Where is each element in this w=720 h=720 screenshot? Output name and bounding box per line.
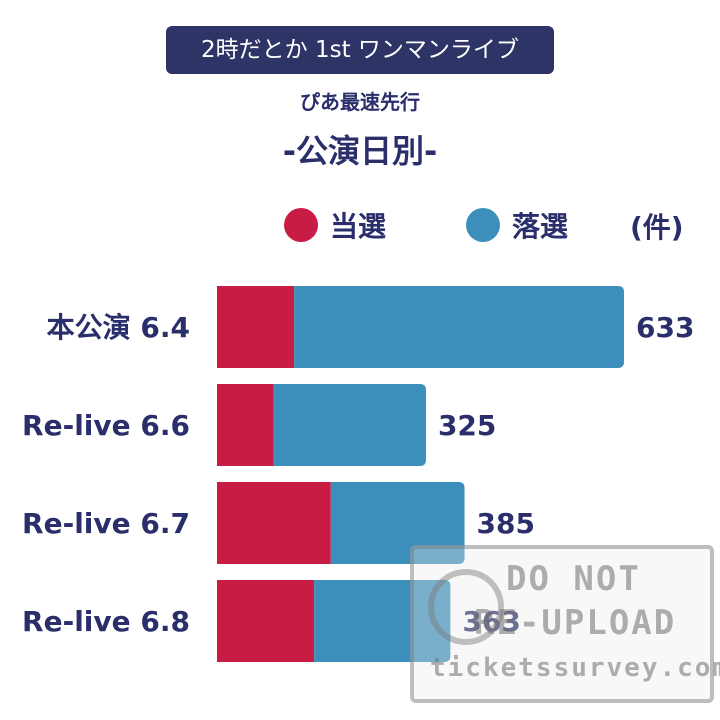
watermark-circle-icon — [428, 569, 504, 645]
total-value-label: 385 — [477, 507, 535, 540]
bar-row-1: 本公演 6.4 633 — [47, 286, 694, 368]
bar-row-4: Re-live 6.8 363 — [22, 580, 521, 662]
legend-item-lost: 落選 — [466, 205, 568, 245]
bar-segment-won — [217, 482, 331, 564]
category-label: Re-live 6.6 — [22, 409, 190, 442]
bar-segment-lost — [314, 580, 451, 662]
bar-segment-won — [217, 384, 274, 466]
watermark-stamp: DO NOT RE-UPLOAD ticketssurvey.com — [410, 545, 720, 703]
legend-label-lost: 落選 — [512, 210, 569, 243]
category-label: Re-live 6.7 — [22, 507, 190, 540]
bar-segment-won — [217, 580, 315, 662]
legend-label-won: 当選 — [330, 210, 387, 243]
unit-label: (件) — [630, 211, 684, 244]
category-label: Re-live 6.8 — [22, 605, 190, 638]
bar-row-3: Re-live 6.7 385 — [22, 482, 535, 564]
watermark-line2: RE-UPLOAD — [474, 603, 677, 643]
category-label: 本公演 6.4 — [47, 311, 190, 344]
banner-title: 2時だとか 1st ワンマンライブ — [201, 37, 519, 63]
bar-segment-won — [217, 286, 295, 368]
title-banner: 2時だとか 1st ワンマンライブ — [166, 26, 554, 74]
legend-item-won: 当選 — [284, 205, 386, 245]
bar-segment-lost — [294, 286, 624, 368]
total-value-label: 633 — [636, 311, 694, 344]
legend-swatch-lost — [466, 208, 500, 242]
bar-row-2: Re-live 6.6 325 — [22, 384, 496, 466]
chart-heading: -公演日別- — [282, 132, 438, 170]
watermark-site: ticketssurvey.com — [430, 653, 720, 683]
bar-segment-lost — [330, 482, 465, 564]
bar-segment-lost — [273, 384, 426, 466]
subtitle: ぴあ最速先行 — [300, 90, 420, 114]
legend-swatch-won — [284, 208, 318, 242]
total-value-label: 325 — [438, 409, 496, 442]
watermark-line1: DO NOT — [506, 559, 641, 599]
